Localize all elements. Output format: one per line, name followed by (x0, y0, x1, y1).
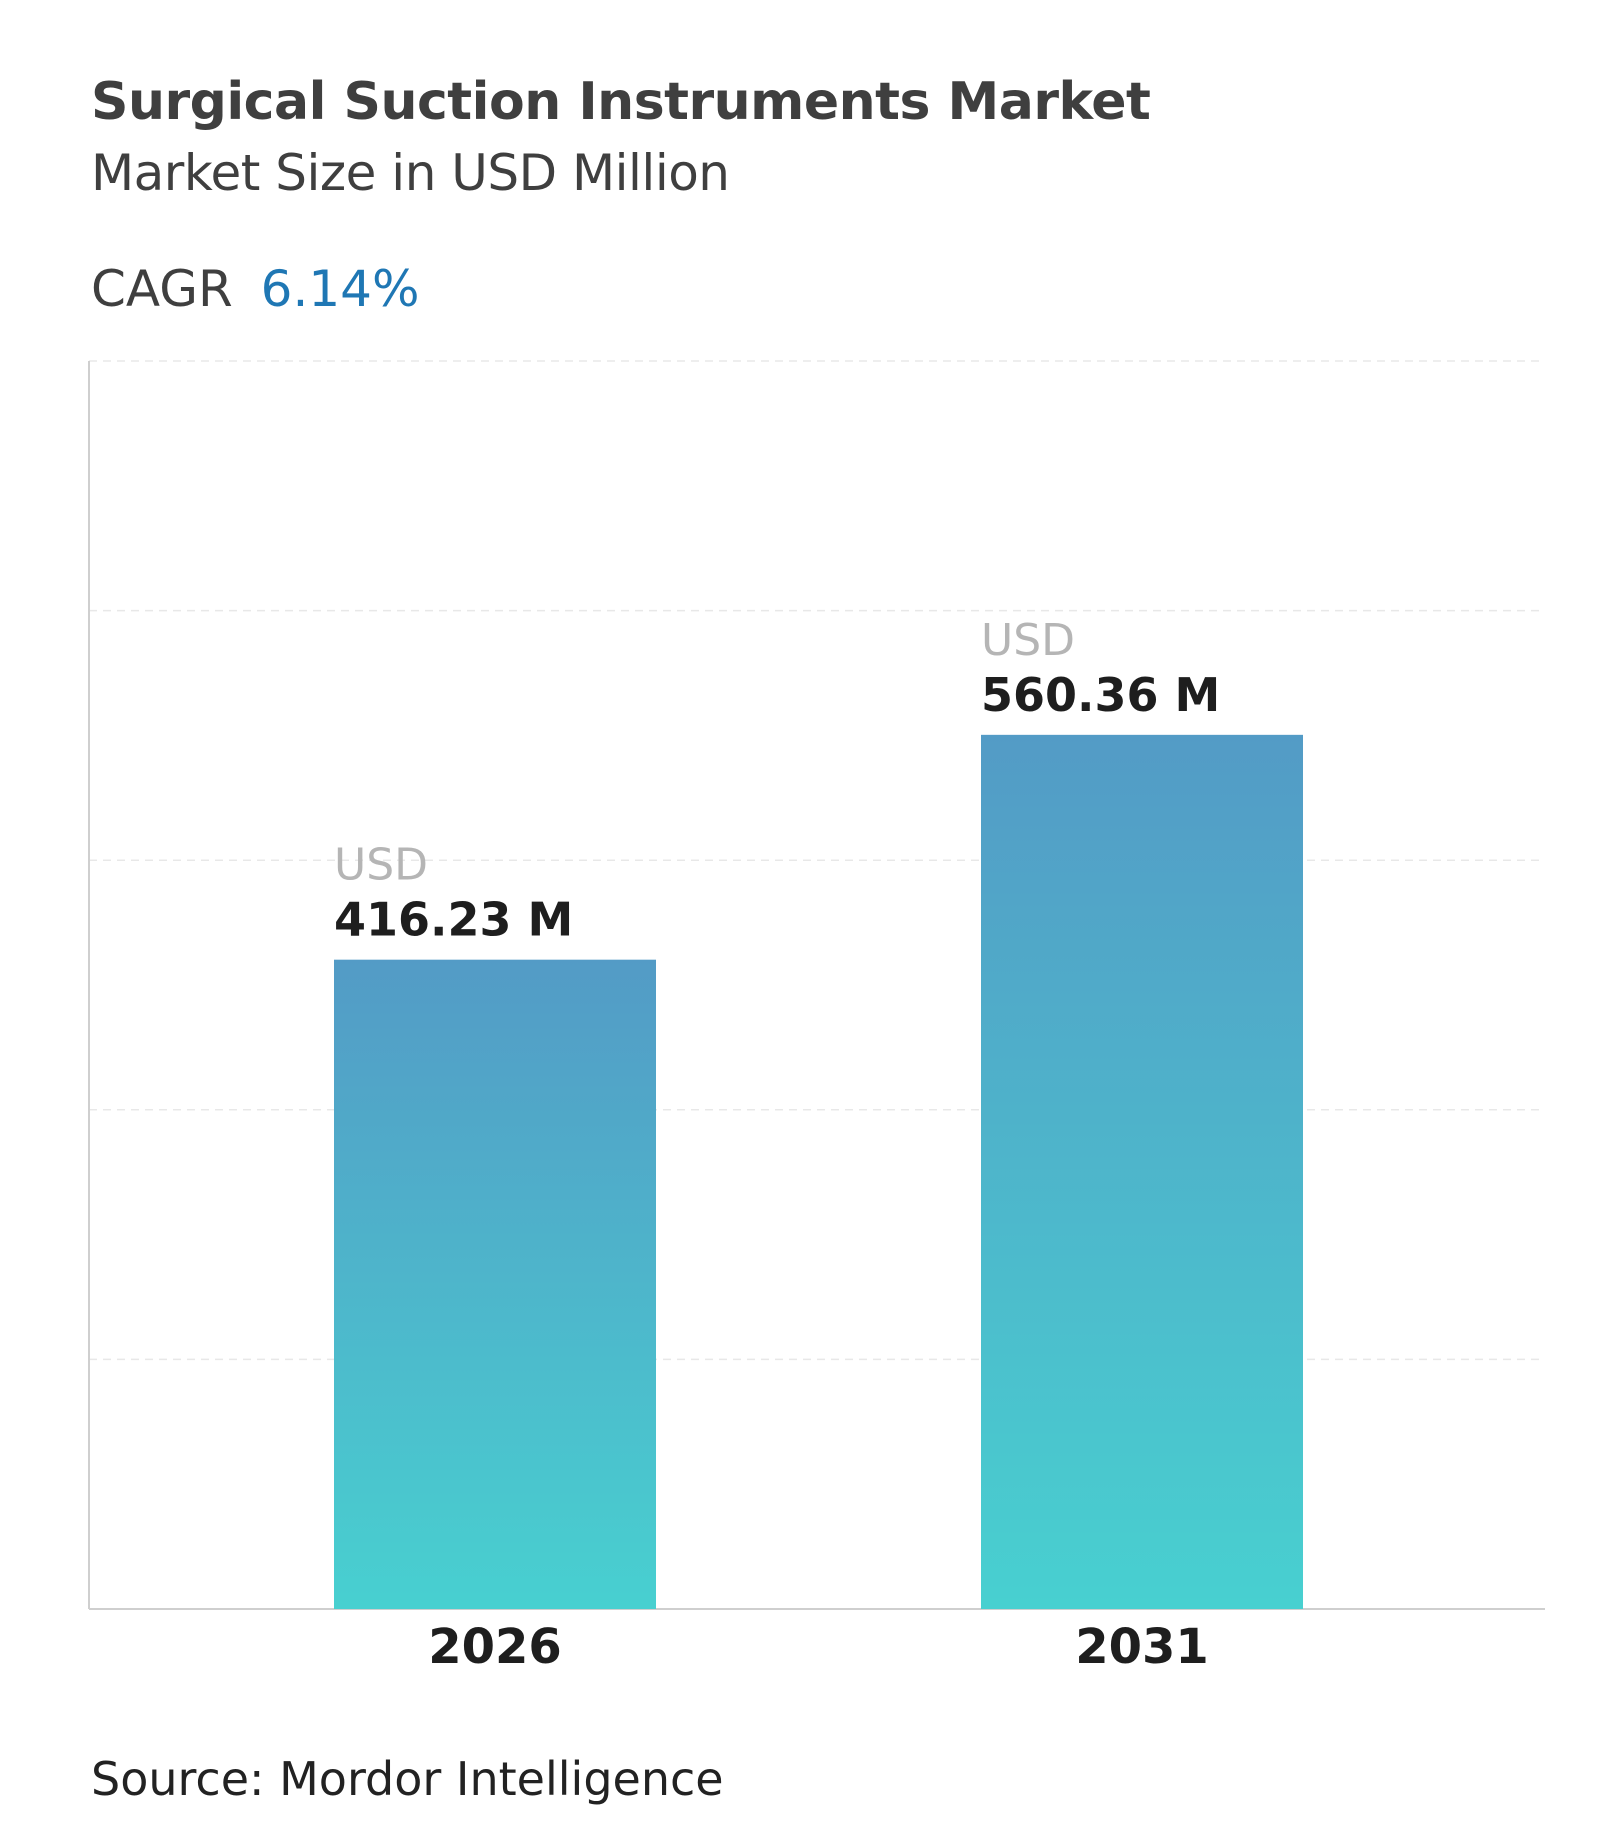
value-unit-label: USD (334, 840, 428, 891)
value-label: 416.23 M (334, 893, 573, 947)
x-tick-label: 2026 (428, 1619, 562, 1675)
chart-subtitle: Market Size in USD Million (91, 144, 730, 202)
bar-2026 (334, 959, 656, 1609)
grid-lines (89, 360, 1545, 1361)
cagr-value: 6.14% (260, 260, 420, 318)
bars (334, 734, 1303, 1609)
cagr-label: CAGR (91, 260, 233, 318)
source-note: Source: Mordor Intelligence (91, 1752, 724, 1806)
value-label: 560.36 M (981, 668, 1220, 722)
bar-2031 (981, 734, 1303, 1609)
x-tick-label: 2031 (1075, 1619, 1209, 1675)
cagr-row: CAGR 6.14% (91, 260, 419, 318)
chart-title: Surgical Suction Instruments Market (91, 72, 1151, 132)
axes (88, 361, 1545, 1610)
value-unit-label: USD (981, 615, 1075, 666)
